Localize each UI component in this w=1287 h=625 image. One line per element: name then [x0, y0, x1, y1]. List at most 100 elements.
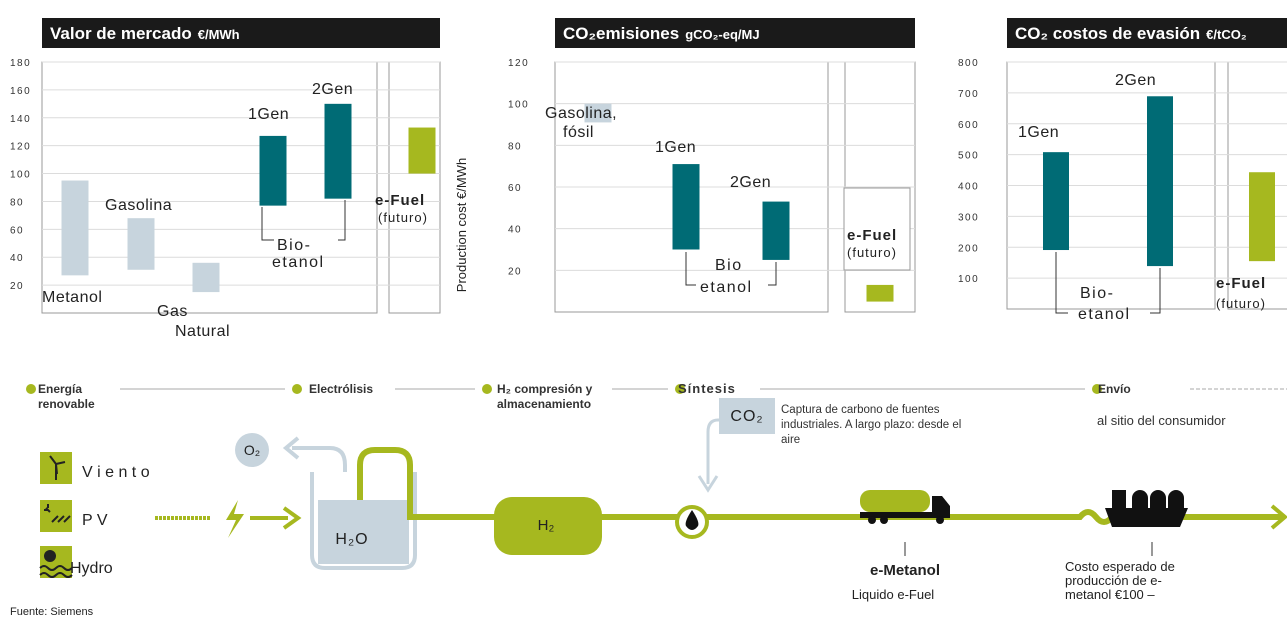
category-label: e-Fuel [375, 192, 425, 209]
h2-label: H₂ [538, 517, 555, 534]
category-label: Gasolina [105, 197, 172, 214]
y-tick-label: 200 [958, 243, 979, 254]
step-dot [292, 384, 302, 394]
category-label: 2Gen [1115, 72, 1156, 89]
category-label: e-Fuel [1216, 275, 1266, 292]
product-note: Liquido e-Fuel [852, 587, 934, 602]
category-label: 2Gen [730, 174, 771, 191]
co2-arrowhead [697, 475, 719, 493]
step-label: Envío [1098, 382, 1131, 396]
range-bar [672, 164, 700, 250]
chart-title: CO₂ costos de evasión €/tCO₂ [1015, 24, 1247, 43]
charts: Valor de mercado €/MWh 20 40 60 80 100 120 140 16… [10, 18, 1287, 340]
y-tick-label: 80 [10, 197, 24, 208]
y-tick-label: 80 [508, 141, 522, 152]
range-bar [762, 201, 790, 260]
y-tick-label: 60 [508, 183, 522, 194]
chart-title: Valor de mercado €/MWh [50, 24, 240, 43]
icon-lightning [226, 500, 244, 538]
range-bar [866, 284, 894, 302]
source-label: P V [82, 512, 108, 529]
source-label: V i e n t o [82, 464, 150, 481]
range-bar [1043, 152, 1069, 251]
note-label: (futuro) [378, 210, 428, 225]
category-label: 1Gen [655, 139, 696, 156]
icon-hydro-glyph [44, 550, 56, 562]
capture-text: aire [781, 434, 800, 446]
note-label: (futuro) [1216, 296, 1266, 311]
step-dot [482, 384, 492, 394]
range-bar [192, 262, 220, 293]
icon-pv-glyph [44, 504, 71, 523]
range-bar [1147, 96, 1173, 267]
step-label: renovable [38, 397, 95, 411]
y-tick-label: 180 [10, 58, 31, 69]
source-credit: Fuente: Siemens [10, 606, 94, 618]
category-label: Gas [157, 303, 188, 320]
source-label: Hydro [70, 560, 113, 577]
y-tick-label: 700 [958, 89, 979, 100]
chart-title: CO₂emisiones gCO₂-eq/MJ [563, 24, 760, 43]
category-label: Natural [175, 323, 230, 340]
category-label: fósil [563, 124, 594, 141]
chart-title-text: CO₂ costos de evasión [1015, 24, 1200, 43]
o2-arrow [292, 446, 347, 490]
group-label: etanol [700, 279, 753, 296]
o2-arrowhead [282, 436, 300, 460]
step-label: Síntesis [678, 381, 736, 396]
product-label: e-Metanol [870, 562, 940, 579]
chart-title-text: Valor de mercado [50, 24, 192, 43]
truck-tank [860, 490, 930, 512]
step-label: H₂ compresión y [497, 382, 593, 396]
process-diagram: Energía renovable Electrólisis H₂ compre… [10, 381, 1287, 618]
y-tick-label: 160 [10, 86, 31, 97]
capture-text: industriales. A largo plazo: desde el [781, 419, 961, 431]
step-dot [1092, 384, 1102, 394]
y-tick-label: 60 [10, 225, 24, 236]
y-axis-label: Production cost €/MWh [454, 158, 469, 292]
y-tick-label: 100 [958, 274, 979, 285]
y-tick-label: 100 [508, 100, 529, 111]
group-label: etanol [272, 254, 325, 271]
chart-unit: €/MWh [198, 27, 240, 42]
range-bar [127, 218, 155, 270]
step-label: Electrólisis [309, 382, 373, 396]
step-dot [26, 384, 36, 394]
chart-title-text: CO₂emisiones [563, 24, 679, 43]
title-bar [555, 18, 915, 48]
h2-storage [494, 497, 602, 555]
flow-arrowhead [282, 506, 302, 530]
step-label: almacenamiento [497, 397, 591, 411]
category-label: Metanol [42, 289, 102, 306]
y-tick-label: 120 [10, 142, 31, 153]
y-tick-label: 500 [958, 151, 979, 162]
icon-pv [40, 500, 72, 532]
capture-text: Captura de carbono de fuentes [781, 404, 940, 416]
cost-text: Costo esperado de [1065, 559, 1175, 574]
y-tick-label: 40 [508, 225, 522, 236]
cost-text: producción de e- [1065, 573, 1162, 588]
y-tick-label: 100 [10, 170, 31, 181]
shipping-note: al sitio del consumidor [1097, 413, 1226, 428]
range-bar [259, 135, 287, 206]
efuel-frame [388, 61, 441, 314]
pipe-arrowhead [1270, 504, 1287, 530]
icon-wind-glyph [49, 455, 66, 480]
category-label: Gasolina, [545, 105, 617, 122]
category-label: 2Gen [312, 81, 353, 98]
y-tick-label: 140 [10, 114, 31, 125]
o2-circle [235, 433, 269, 467]
step-dot [675, 384, 685, 394]
group-bracket [685, 252, 777, 286]
group-bracket [261, 200, 346, 241]
title-bar [42, 18, 440, 48]
step-label: Energía [38, 382, 82, 396]
y-tick-label: 20 [508, 266, 522, 277]
y-tick-label: 600 [958, 120, 979, 131]
water-fill [318, 500, 409, 564]
co2-box [719, 398, 775, 434]
range-bar [61, 180, 89, 276]
title-bar [1007, 18, 1287, 48]
ship-icon [1105, 490, 1188, 527]
